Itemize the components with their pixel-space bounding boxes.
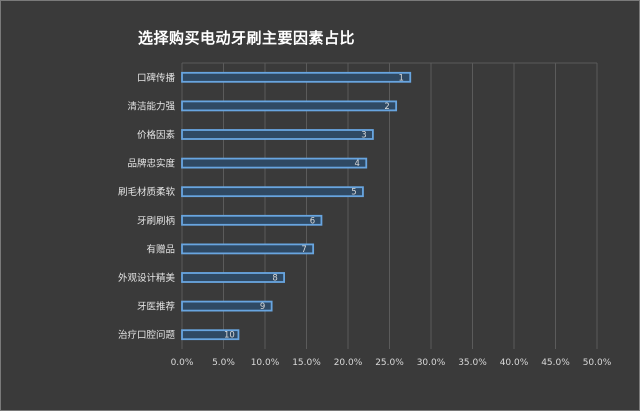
x-tick-label: 0.0% bbox=[171, 358, 194, 368]
bar bbox=[181, 129, 374, 140]
bar-data-label: 9 bbox=[260, 302, 265, 312]
category-label: 牙医推荐 bbox=[137, 301, 176, 313]
x-axis-ticks: 0.0% 5.0% 10.0% 15.0% 20.0% 25.0% 30.0% 35.0% 40… bbox=[171, 358, 612, 368]
bar-data-label: 1 bbox=[399, 73, 404, 83]
bar-data-label: 2 bbox=[384, 102, 389, 112]
bar bbox=[181, 214, 323, 226]
bar bbox=[181, 186, 364, 198]
bar-data-label: 4 bbox=[355, 159, 360, 169]
bar-data-label: 5 bbox=[351, 188, 356, 198]
bar-data-label: 7 bbox=[301, 245, 306, 255]
bar bbox=[181, 300, 273, 312]
x-tick-label: 10.0% bbox=[251, 358, 280, 368]
bar bbox=[181, 71, 412, 83]
bar-data-label: 10 bbox=[224, 331, 235, 341]
x-tick-label: 20.0% bbox=[334, 358, 363, 368]
category-labels: 口碑传播清洁能力强价格因素品牌忠实度刷毛材质柔软牙刷刷柄有赠品外观设计精美牙医推… bbox=[118, 72, 176, 341]
bar bbox=[181, 272, 285, 283]
x-tick-label: 35.0% bbox=[458, 358, 487, 368]
category-label: 外观设计精美 bbox=[118, 272, 176, 284]
x-tick-label: 50.0% bbox=[583, 358, 612, 368]
category-label: 刷毛材质柔软 bbox=[118, 186, 176, 198]
bar-data-label: 6 bbox=[310, 216, 315, 226]
x-tick-label: 25.0% bbox=[375, 358, 404, 368]
category-label: 牙刷刷柄 bbox=[137, 215, 175, 227]
x-tick-label: 40.0% bbox=[500, 358, 529, 368]
chart-title: 选择购买电动牙刷主要因素占比 bbox=[138, 29, 356, 47]
category-label: 有赠品 bbox=[146, 243, 175, 255]
category-label: 口碑传播 bbox=[137, 72, 176, 84]
bar bbox=[181, 243, 315, 255]
bar bbox=[181, 157, 368, 169]
x-tick-label: 15.0% bbox=[292, 358, 321, 368]
bar-data-label: 8 bbox=[272, 274, 277, 284]
category-label: 品牌忠实度 bbox=[127, 158, 175, 170]
x-tick-label: 5.0% bbox=[212, 358, 235, 368]
bar bbox=[181, 329, 240, 341]
category-label: 价格因素 bbox=[137, 129, 176, 141]
category-label: 治疗口腔问题 bbox=[118, 329, 176, 341]
category-label: 清洁能力强 bbox=[127, 100, 175, 112]
bar bbox=[181, 100, 398, 112]
x-tick-label: 30.0% bbox=[417, 358, 446, 368]
x-tick-label: 45.0% bbox=[541, 358, 570, 368]
bars: 1 2 3 4 5 6 7 8 9 10 bbox=[181, 71, 412, 341]
bar-data-label: 3 bbox=[361, 131, 366, 141]
